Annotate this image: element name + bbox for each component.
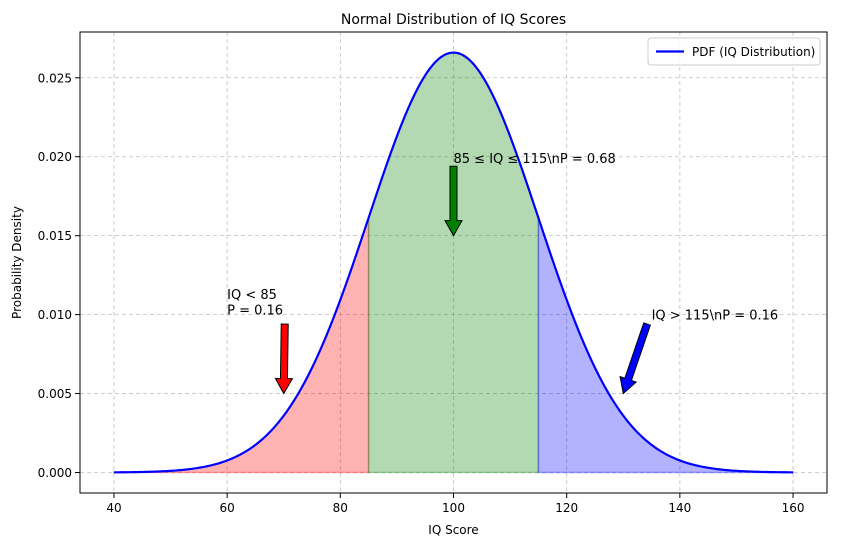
x-tick-label: 80 [333, 501, 348, 515]
annotation-line: P = 0.16 [227, 304, 283, 319]
x-axis-label: IQ Score [428, 523, 478, 537]
annotation-line: IQ > 115\nP = 0.16 [652, 308, 779, 323]
annotation-arrow-1 [274, 323, 294, 395]
x-tick-label: 40 [106, 501, 121, 515]
x-tick-label: 60 [219, 501, 234, 515]
y-tick-label: 0.020 [38, 150, 72, 164]
legend-box [647, 37, 821, 66]
y-axis-label: Probability Density [10, 206, 24, 319]
annotation-arrow-3 [619, 322, 651, 395]
axes-group: 40 60 80 100 120 140 160 0.000 0.005 0.010 0.015 0.… [38, 31, 828, 515]
chart-title: Normal Distribution of IQ Scores [341, 12, 566, 28]
legend: PDF (IQ Distribution) [647, 37, 821, 66]
y-tick-label: 0.015 [38, 229, 72, 243]
y-tick-label: 0.005 [38, 387, 72, 401]
x-tick-label: 120 [555, 501, 578, 515]
legend-label: PDF (IQ Distribution) [692, 45, 815, 59]
x-tick-label: 160 [782, 501, 805, 515]
pdf-curve-line [113, 51, 794, 474]
annotation-text-1: IQ < 85 P = 0.16 [227, 288, 283, 319]
annotation-arrow-2 [444, 165, 463, 237]
annotation-text-2: 85 ≤ IQ ≤ 115\nP = 0.68 [454, 152, 616, 167]
annotation-line: 85 ≤ IQ ≤ 115\nP = 0.68 [454, 152, 616, 167]
x-tick-label: 100 [442, 501, 465, 515]
y-tick-label: 0.010 [38, 308, 72, 322]
y-tick-label: 0.000 [38, 466, 72, 480]
annotation-text-3: IQ > 115\nP = 0.16 [652, 308, 779, 323]
y-tick-label: 0.025 [38, 71, 72, 85]
annotations-group: IQ < 85 P = 0.16 85 ≤ IQ ≤ 115\nP = 0.68 IQ… [227, 152, 779, 395]
series-group [113, 51, 794, 474]
x-tick-label: 140 [668, 501, 691, 515]
annotation-line: IQ < 85 [227, 288, 277, 303]
